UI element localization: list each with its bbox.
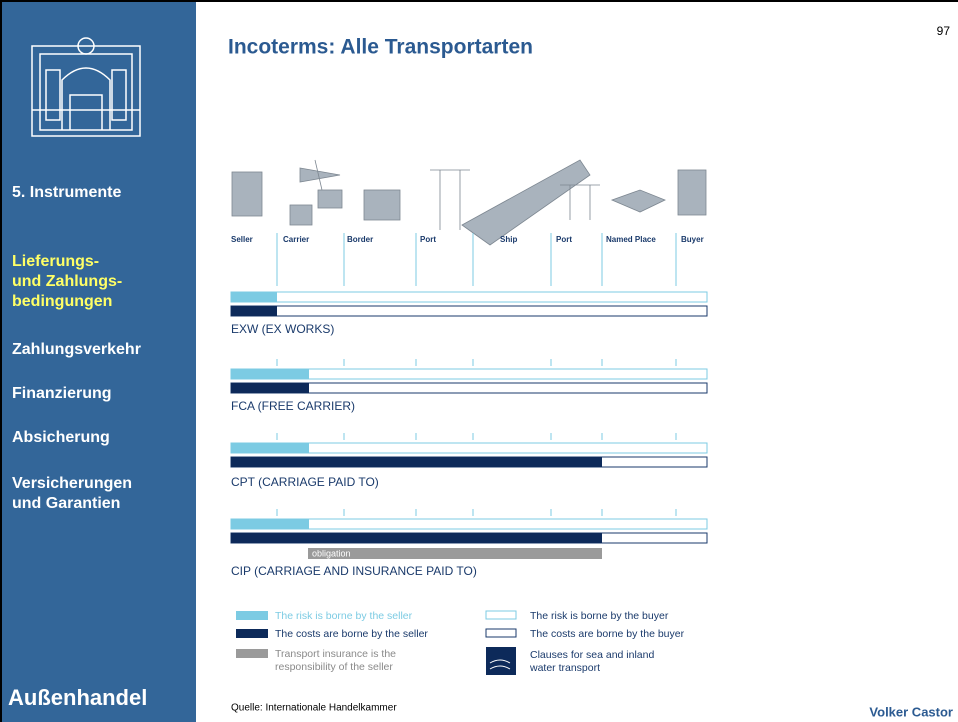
term-label: EXW (EX WORKS) bbox=[231, 322, 334, 336]
risk-buyer-bar bbox=[231, 292, 707, 302]
risk-seller-bar bbox=[231, 369, 309, 379]
nav-item[interactable]: Lieferungs- bbox=[12, 253, 99, 270]
title: Incoterms: Alle Transportarten bbox=[228, 36, 533, 59]
nav-item[interactable]: 5. Instrumente bbox=[12, 184, 121, 201]
nav-item[interactable]: bedingungen bbox=[12, 293, 112, 310]
legend-text: water transport bbox=[529, 662, 600, 674]
risk-seller-bar bbox=[231, 292, 277, 302]
slide: 5. Instrumente Lieferungs- und Zahlungs-… bbox=[0, 0, 958, 722]
sidebar bbox=[0, 0, 196, 722]
nav-item[interactable]: und Zahlungs- bbox=[12, 273, 122, 290]
legend-text: Transport insurance is the bbox=[275, 648, 396, 660]
costs-seller-bar bbox=[231, 457, 602, 467]
station-label: Seller bbox=[231, 235, 253, 244]
legend-text: Clauses for sea and inland bbox=[530, 649, 654, 661]
legend-swatch bbox=[236, 611, 268, 620]
nav-item[interactable]: Versicherungen bbox=[12, 475, 132, 492]
term-label: CPT (CARRIAGE PAID TO) bbox=[231, 475, 379, 489]
costs-buyer-bar bbox=[231, 306, 707, 316]
page-number: 97 bbox=[937, 24, 951, 38]
obligation-bar bbox=[308, 548, 602, 559]
station-label: Port bbox=[556, 235, 572, 244]
legend-text: The costs are borne by the seller bbox=[275, 628, 428, 640]
station-label: Port bbox=[420, 235, 436, 244]
nav-item[interactable]: und Garantien bbox=[12, 495, 120, 512]
legend-swatch bbox=[236, 629, 268, 638]
nav-item[interactable]: Zahlungsverkehr bbox=[12, 341, 141, 358]
sidebar-footer: Außenhandel bbox=[8, 685, 147, 710]
term-label: CIP (CARRIAGE AND INSURANCE PAID TO) bbox=[231, 564, 477, 578]
risk-seller-bar bbox=[231, 443, 309, 453]
station-label: Named Place bbox=[606, 235, 656, 244]
nav-item[interactable]: Finanzierung bbox=[12, 385, 112, 402]
legend-text: The risk is borne by the seller bbox=[275, 610, 413, 622]
station-label: Ship bbox=[500, 235, 517, 244]
legend-text: The costs are borne by the buyer bbox=[530, 628, 685, 640]
station-label: Buyer bbox=[681, 235, 704, 244]
source: Quelle: Internationale Handelkammer bbox=[231, 703, 397, 714]
costs-seller-bar bbox=[231, 383, 309, 393]
nav-item[interactable]: Absicherung bbox=[12, 429, 110, 446]
station-label: Carrier bbox=[283, 235, 309, 244]
obligation-label: obligation bbox=[312, 548, 351, 558]
risk-seller-bar bbox=[231, 519, 309, 529]
term-label: FCA (FREE CARRIER) bbox=[231, 399, 355, 413]
legend-swatch bbox=[236, 649, 268, 658]
legend-text: The risk is borne by the buyer bbox=[530, 610, 669, 622]
legend-icon bbox=[486, 647, 516, 675]
author: Volker Castor bbox=[869, 704, 953, 719]
costs-seller-bar bbox=[231, 533, 602, 543]
station-label: Border bbox=[347, 235, 373, 244]
costs-seller-bar bbox=[231, 306, 277, 316]
legend-text: responsibility of the seller bbox=[275, 661, 393, 673]
